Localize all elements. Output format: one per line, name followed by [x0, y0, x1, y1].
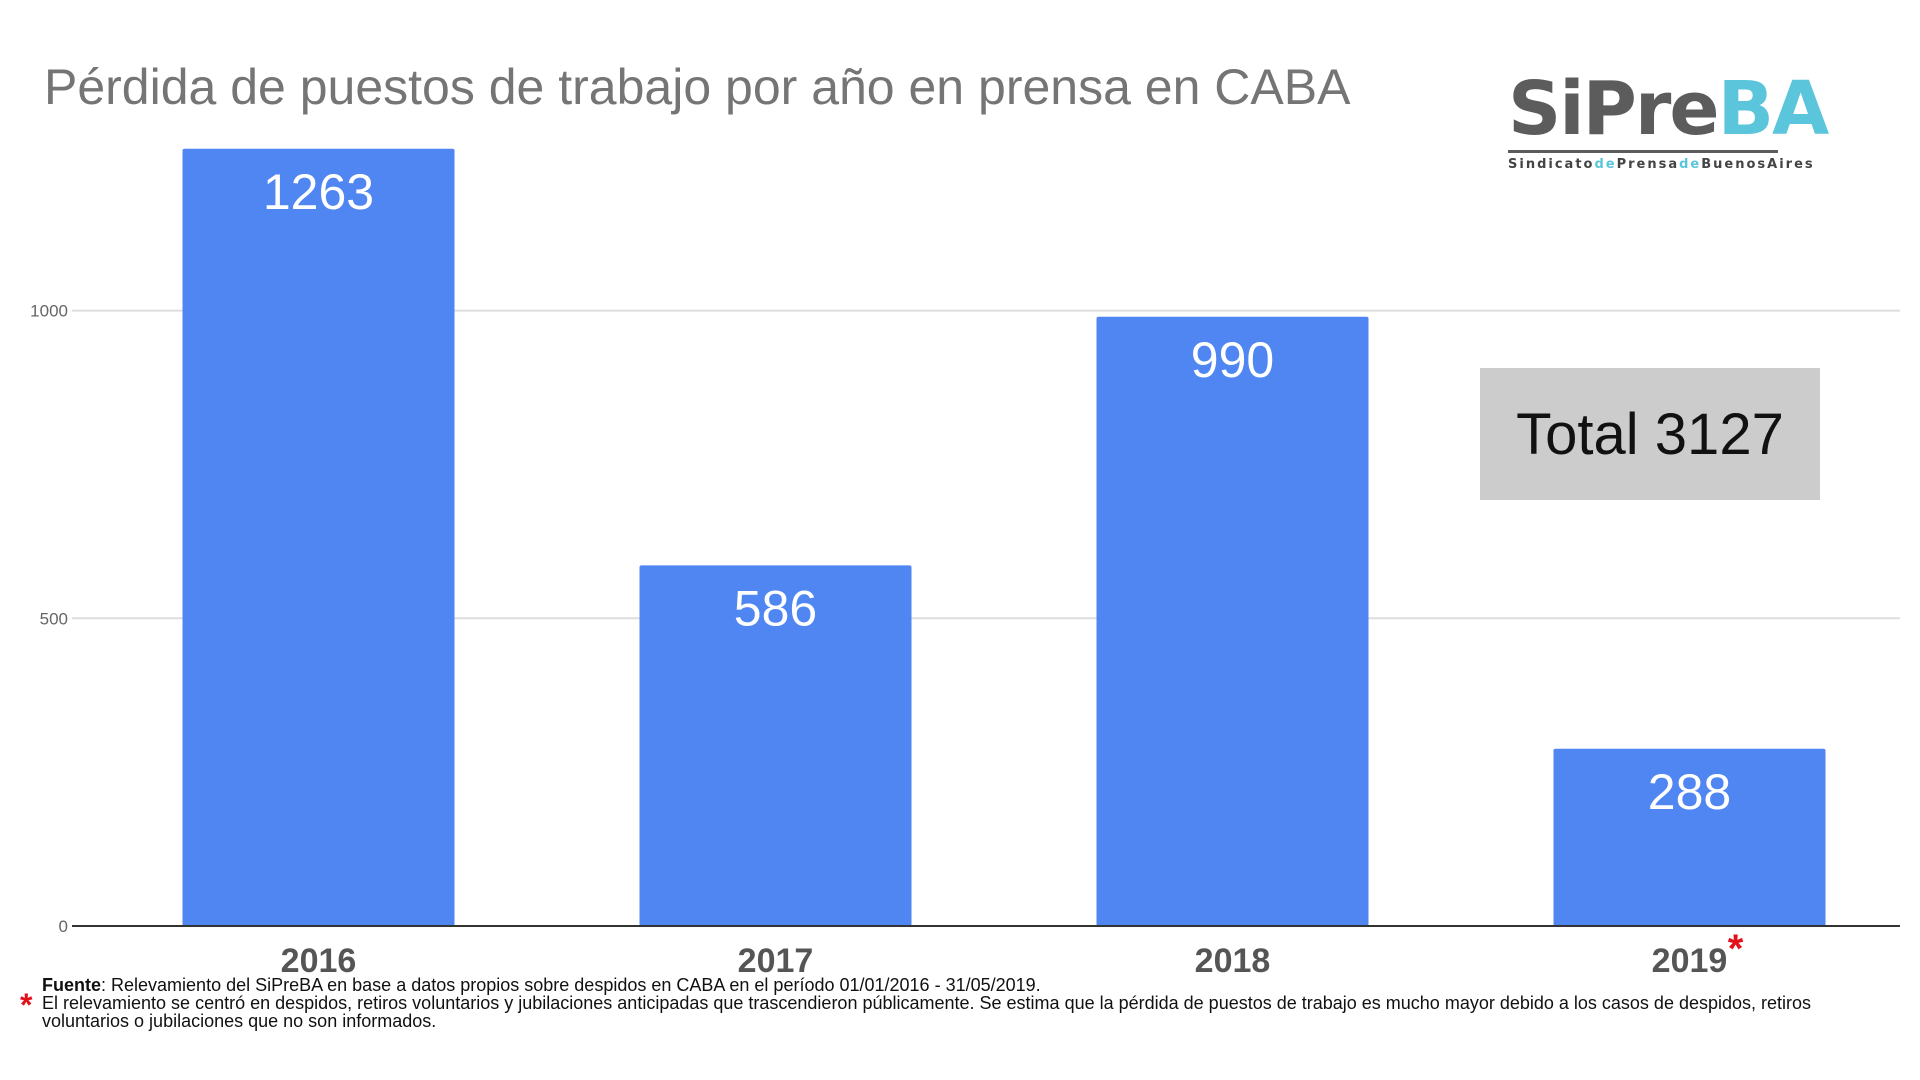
y-tick-label: 0	[59, 917, 68, 936]
chart-title: Pérdida de puestos de trabajo por año en…	[44, 59, 1351, 115]
total-badge: Total 3127	[1480, 368, 1820, 500]
logo-subtitle: SindicatodePrensadeBuenosAires	[1508, 157, 1815, 172]
x-tick-label: 2016	[281, 942, 357, 980]
logo-name-light: BA	[1717, 66, 1830, 152]
y-tick-label: 1000	[30, 302, 68, 321]
data-label: 990	[1191, 332, 1274, 388]
x-tick-label: 2018	[1195, 942, 1271, 980]
data-label: 1263	[263, 164, 374, 220]
footnote-source-text: : Relevamiento del SiPreBA en base a dat…	[101, 975, 1041, 995]
data-label: 288	[1648, 764, 1731, 820]
y-tick-label: 500	[40, 609, 68, 628]
data-label: 586	[734, 580, 817, 636]
x-tick-label: 2017	[738, 942, 814, 980]
footnote: Fuente: Relevamiento del SiPreBA en base…	[20, 976, 1882, 1031]
bar	[182, 148, 455, 926]
logo-divider	[1508, 150, 1778, 153]
bar	[639, 565, 912, 926]
bar	[1553, 748, 1826, 926]
annotation-marker: *	[1728, 927, 1744, 971]
logo-name-dark: SiPre	[1508, 66, 1720, 152]
footnote-marker: *	[20, 987, 33, 1023]
bar	[1096, 316, 1369, 926]
footnote-source: Fuente: Relevamiento del SiPreBA en base…	[42, 976, 1882, 994]
sipreba-logo: SiPreBA SindicatodePrensadeBuenosAires	[1508, 72, 1829, 190]
x-tick-label: 2019	[1652, 942, 1728, 980]
footnote-source-label: Fuente	[42, 975, 102, 995]
logo-wordmark: SiPreBA	[1508, 72, 1829, 146]
footnote-note: El relevamiento se centró en despidos, r…	[42, 993, 1812, 1031]
